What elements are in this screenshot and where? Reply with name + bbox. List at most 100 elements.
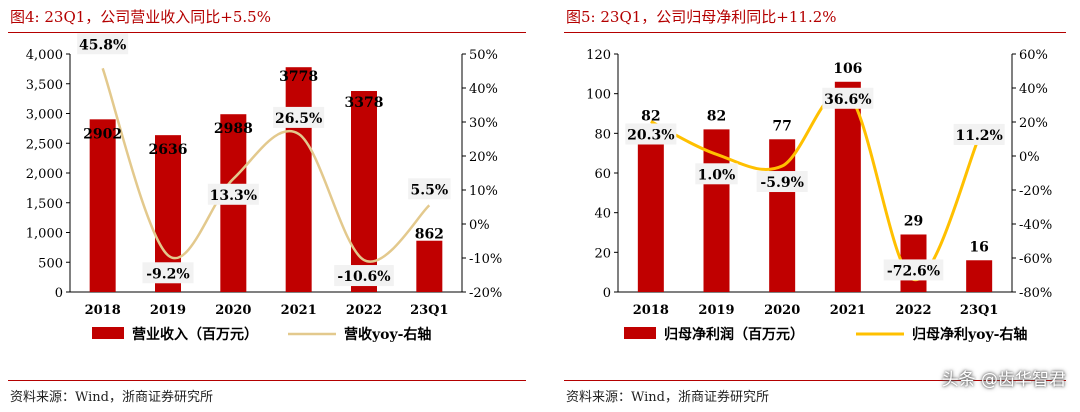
x-tick-label: 2020	[215, 303, 251, 318]
left-tick-label: 3,500	[26, 78, 63, 93]
x-tick-label: 2019	[150, 303, 186, 318]
x-tick-label: 23Q1	[960, 303, 998, 318]
right-tick-label: -60%	[1019, 252, 1052, 267]
revenue-bar	[89, 119, 116, 293]
yoy-line	[101, 67, 431, 263]
yoy-value-label: -5.9%	[760, 175, 803, 191]
yoy-label-box	[883, 259, 944, 281]
left-tick-label: 40	[594, 207, 611, 222]
left-tick-label: 100	[586, 88, 611, 103]
left-tick-label: 20	[594, 246, 611, 261]
bar-value-label: 862	[415, 227, 444, 243]
yoy-label-box	[408, 178, 451, 200]
title-rule	[8, 32, 526, 33]
figure-title: 图4: 23Q1，公司营业收入同比+5.5%	[10, 8, 271, 26]
left-tick-label: 3,000	[26, 108, 63, 123]
x-tick-label: 2022	[346, 303, 382, 318]
bar-value-label: 3378	[345, 95, 384, 111]
yoy-label-box	[142, 262, 194, 284]
bar-value-label: 2902	[83, 126, 122, 142]
left-tick-label: 1,500	[26, 197, 63, 212]
x-tick-label: 2019	[698, 303, 734, 318]
left-tick-label: 500	[38, 256, 63, 271]
right-tick-label: 30%	[469, 116, 498, 131]
net-profit-chart: 0 20 40 60 80 100 120 -80% -60% -40% -20% 0% 20% 40% 6…	[586, 48, 1052, 343]
right-tick-label: 0%	[1019, 150, 1040, 165]
right-tick-label: 20%	[469, 150, 498, 165]
yoy-label-box	[756, 171, 808, 193]
revenue-bar	[351, 91, 377, 292]
figure-4-panel: 图4: 23Q1，公司营业收入同比+5.5% 0 500 1,000 1,500 2,0…	[8, 8, 526, 405]
bar-value-label: 77	[772, 118, 791, 134]
bar-value-label: 3778	[279, 69, 318, 85]
watermark: 头条 @齿华智君	[941, 370, 1066, 390]
right-tick-label: 10%	[469, 184, 498, 199]
figure-title: 图5: 23Q1，公司归母净利同比+11.2%	[566, 8, 837, 26]
right-tick-label: -80%	[1019, 286, 1052, 301]
right-tick-label: -20%	[469, 286, 502, 301]
right-tick-label: 20%	[1019, 116, 1048, 131]
right-tick-label: -20%	[1019, 184, 1052, 199]
left-tick-label: 2,500	[26, 137, 63, 152]
legend-bar-swatch	[624, 327, 656, 339]
bar-value-label: 82	[641, 108, 660, 124]
yoy-value-label: -72.6%	[887, 263, 940, 279]
bar-value-label: 2636	[149, 142, 188, 158]
left-tick-label: 0	[55, 286, 63, 301]
source-rule	[564, 380, 1066, 381]
legend-bar-label: 营业收入（百万元）	[132, 326, 258, 343]
yoy-label-box	[273, 106, 325, 128]
figure-5-panel: 图5: 23Q1，公司归母净利同比+11.2% 0 20 40 60 80 100 120 -…	[556, 0, 1080, 412]
left-tick-label: 2,000	[26, 167, 63, 182]
left-tick-label: 4,000	[26, 48, 63, 63]
right-tick-label: 60%	[1019, 48, 1048, 63]
right-tick-label: 50%	[469, 48, 498, 63]
revenue-bar	[416, 240, 443, 292]
revenue-bar	[637, 129, 664, 292]
revenue-bar	[834, 81, 861, 292]
source-rule	[8, 380, 526, 381]
yoy-label-box	[334, 265, 394, 287]
x-tick-label: 2018	[85, 303, 121, 318]
yoy-label-box	[695, 163, 738, 185]
yoy-value-label: 36.6%	[824, 92, 871, 108]
yoy-label-box	[625, 123, 677, 145]
yoy-label-box	[953, 123, 1005, 145]
x-tick-label: 2022	[895, 303, 931, 318]
yoy-value-label: 1.0%	[698, 167, 736, 183]
bar-value-label: 29	[904, 213, 923, 229]
yoy-value-label: 26.5%	[275, 111, 322, 127]
right-tick-label: 40%	[1019, 82, 1048, 97]
left-tick-label: 80	[594, 127, 611, 142]
right-tick-label: -10%	[469, 252, 502, 267]
left-tick-label: 120	[586, 48, 611, 63]
bar-value-label: 82	[707, 108, 726, 124]
yoy-value-label: 20.3%	[627, 127, 674, 143]
revenue-bar	[769, 139, 796, 292]
x-tick-label: 2018	[633, 303, 669, 318]
x-tick-label: 2021	[830, 303, 866, 318]
legend-bar-swatch	[92, 327, 124, 339]
left-tick-label: 1,000	[26, 227, 63, 242]
revenue-chart: 0 500 1,000 1,500 2,000 2,500 3,000 3,500 4,000 -…	[26, 33, 502, 343]
revenue-bar	[966, 260, 993, 292]
right-tick-label: 0%	[469, 218, 490, 233]
yoy-value-label: 11.2%	[955, 128, 1002, 144]
yoy-value-label: 13.3%	[210, 188, 257, 204]
yoy-line	[650, 89, 981, 281]
source-note: 资料来源：Wind，浙商证券研究所	[10, 390, 213, 405]
legend-line-label: 归母净利yoy-右轴	[912, 326, 1027, 343]
yoy-value-label: -9.2%	[146, 266, 189, 282]
yoy-label-box	[77, 33, 129, 55]
bar-value-label: 2988	[214, 121, 253, 137]
left-tick-label: 60	[594, 167, 611, 182]
left-tick-label: 0	[603, 286, 611, 301]
x-tick-label: 2020	[764, 303, 800, 318]
x-tick-label: 23Q1	[410, 303, 448, 318]
legend-line-label: 营收yoy-右轴	[344, 326, 431, 343]
x-tick-label: 2021	[281, 303, 317, 318]
title-rule	[564, 32, 1066, 33]
revenue-bar	[285, 67, 312, 292]
yoy-label-box	[822, 87, 874, 109]
legend-bar-label: 归母净利润（百万元）	[664, 326, 804, 343]
